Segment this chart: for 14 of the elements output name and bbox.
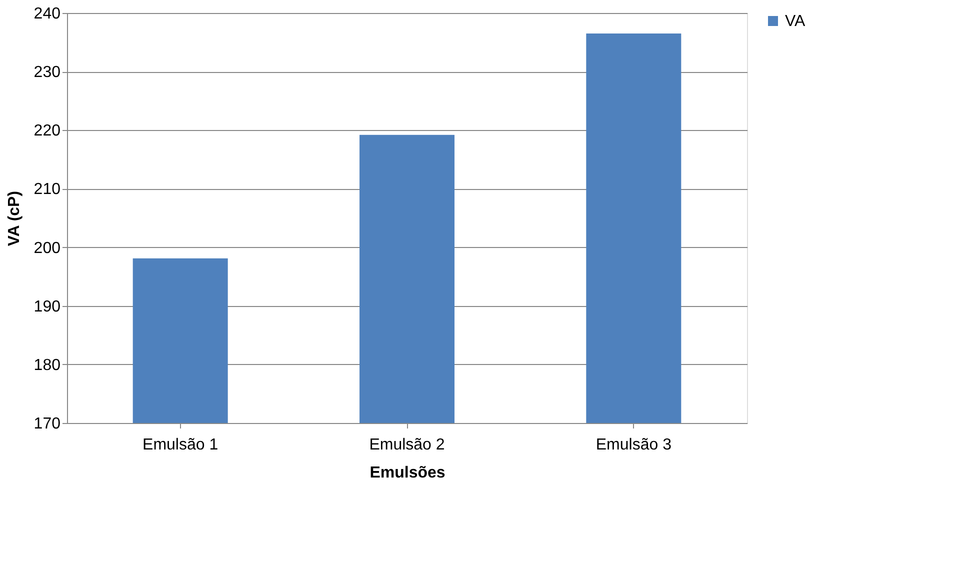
y-tick-label: 180 [34, 356, 61, 374]
y-tick-label: 230 [34, 64, 61, 82]
x-tick-label: Emulsão 1 [142, 436, 218, 454]
y-axis-title: VA (cP) [6, 190, 23, 246]
y-tick-label: 210 [34, 181, 61, 198]
x-tick-label: Emulsão 3 [596, 436, 672, 454]
y-tick-label: 220 [34, 122, 61, 140]
y-tick-label: 190 [34, 298, 61, 316]
x-axis-title: Emulsões [370, 464, 446, 482]
legend-label: VA [785, 13, 806, 30]
y-tick-label: 170 [34, 416, 61, 432]
y-tick-label: 240 [34, 6, 61, 22]
x-tick-label: Emulsão 2 [369, 436, 445, 454]
y-tick-label: 200 [34, 240, 61, 257]
